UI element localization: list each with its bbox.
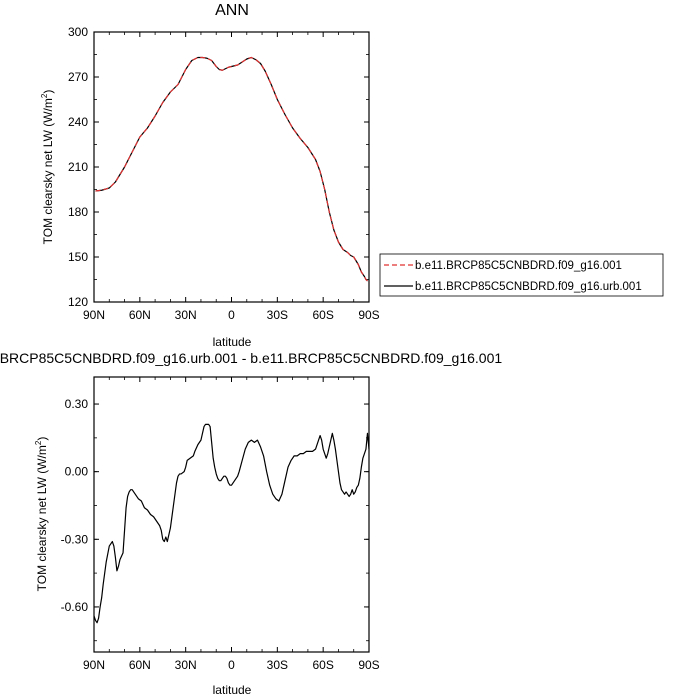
- x-tick-label: 60N: [129, 658, 151, 672]
- y-tick-label: 0.00: [65, 465, 89, 479]
- x-tick-label: 90S: [358, 658, 379, 672]
- x-tick-label: 60S: [312, 308, 333, 322]
- top-plot-frame: [93, 31, 370, 303]
- top-chart-title: ANN: [215, 2, 249, 19]
- x-tick-label: 60N: [129, 308, 151, 322]
- y-tick-label: 180: [68, 205, 88, 219]
- y-tick-label: 300: [68, 25, 88, 39]
- top-y-axis-label: TOM clearsky net LW (W/m2): [40, 90, 55, 245]
- y-tick-label: 120: [68, 295, 88, 309]
- x-tick-label: 30S: [267, 308, 288, 322]
- legend: b.e11.BRCP85C5CNBDRD.f09_g16.001 b.e11.B…: [379, 253, 664, 297]
- bottom-panel: b.e11.BRCP85C5CNBDRD.f09_g16.urb.001 - b…: [0, 350, 502, 697]
- x-tick-label: 90S: [358, 308, 379, 322]
- legend-label-control: b.e11.BRCP85C5CNBDRD.f09_g16.001: [415, 260, 622, 272]
- x-tick-label: 30S: [267, 658, 288, 672]
- y-tick-label: 240: [68, 115, 88, 129]
- y-tick-label: -0.60: [61, 600, 89, 614]
- x-tick-label: 30N: [175, 308, 197, 322]
- y-tick-label: 150: [68, 250, 88, 264]
- top-x-axis-label: latitude: [213, 335, 252, 349]
- x-tick-label: 0: [228, 308, 235, 322]
- top-axis-ticks: 90N 60N 30N 0 30S 60S 90S 120 150 180 210 240 270 300: [68, 25, 380, 322]
- bottom-plot-frame: [93, 376, 370, 653]
- bottom-chart-title: b.e11.BRCP85C5CNBDRD.f09_g16.urb.001 - b…: [0, 350, 502, 366]
- x-tick-label: 90N: [83, 658, 105, 672]
- series-line-urb: [95, 56, 368, 282]
- y-tick-label: 0.30: [65, 397, 89, 411]
- bottom-x-axis-label: latitude: [213, 683, 252, 697]
- x-tick-label: 30N: [175, 658, 197, 672]
- difference-line: [93, 423, 370, 624]
- series-line-control: [95, 56, 368, 282]
- x-tick-label: 90N: [83, 308, 105, 322]
- legend-label-urb: b.e11.BRCP85C5CNBDRD.f09_g16.urb.001: [415, 281, 642, 293]
- legend-box: [379, 253, 664, 297]
- y-tick-label: 270: [68, 70, 88, 84]
- top-series-group: [95, 56, 368, 282]
- bottom-axis-ticks: 90N 60N 30N 0 30S 60S 90S -0.60 -0.30 0.00 0.30: [61, 377, 380, 672]
- top-panel: ANN 90N 60N 30N 0 30S 60S 90S 120 150 180 210 240 27…: [40, 2, 664, 349]
- bottom-series-group: [93, 423, 370, 624]
- y-tick-label: -0.30: [61, 532, 89, 546]
- x-tick-label: 0: [228, 658, 235, 672]
- x-tick-label: 60S: [312, 658, 333, 672]
- y-tick-label: 210: [68, 160, 88, 174]
- bottom-y-axis-label: TOM clearsky net LW (W/m2): [34, 437, 49, 592]
